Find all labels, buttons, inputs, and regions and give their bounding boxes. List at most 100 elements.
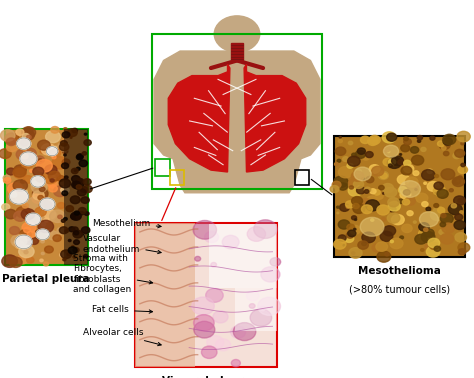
Circle shape — [3, 178, 11, 183]
Circle shape — [421, 147, 426, 152]
Bar — [64, 129, 88, 265]
Circle shape — [48, 169, 59, 178]
Circle shape — [19, 245, 34, 258]
Circle shape — [24, 227, 30, 233]
Circle shape — [356, 150, 365, 158]
Circle shape — [21, 158, 34, 168]
Circle shape — [371, 219, 374, 221]
Circle shape — [380, 173, 387, 178]
Circle shape — [48, 171, 61, 181]
Circle shape — [7, 168, 15, 175]
Circle shape — [258, 297, 281, 315]
Circle shape — [73, 240, 80, 245]
Bar — [209, 225, 277, 288]
Circle shape — [59, 227, 68, 234]
Circle shape — [71, 214, 78, 220]
Circle shape — [73, 231, 79, 235]
Circle shape — [398, 187, 407, 194]
Circle shape — [420, 249, 424, 251]
Circle shape — [435, 191, 440, 195]
Circle shape — [351, 225, 360, 232]
Circle shape — [52, 155, 56, 159]
Circle shape — [365, 152, 373, 158]
Circle shape — [58, 215, 62, 218]
Circle shape — [425, 243, 436, 251]
Bar — [135, 223, 195, 367]
Circle shape — [347, 156, 360, 166]
Circle shape — [377, 251, 391, 262]
Circle shape — [195, 256, 201, 261]
Circle shape — [71, 212, 81, 220]
Circle shape — [347, 163, 353, 168]
Circle shape — [59, 185, 67, 191]
Circle shape — [52, 156, 67, 169]
Circle shape — [388, 198, 399, 207]
Circle shape — [41, 253, 44, 255]
Circle shape — [250, 309, 272, 326]
Circle shape — [437, 189, 448, 198]
Circle shape — [427, 169, 433, 174]
Circle shape — [204, 231, 219, 243]
Circle shape — [458, 243, 470, 252]
Circle shape — [383, 145, 399, 157]
Circle shape — [61, 219, 65, 222]
Circle shape — [397, 175, 410, 184]
Circle shape — [76, 155, 83, 160]
Circle shape — [405, 197, 415, 205]
Circle shape — [83, 185, 92, 193]
Circle shape — [216, 339, 230, 351]
Circle shape — [41, 209, 56, 222]
Circle shape — [0, 130, 15, 141]
Circle shape — [461, 163, 465, 167]
Circle shape — [460, 211, 463, 214]
Circle shape — [76, 216, 80, 219]
Circle shape — [21, 139, 28, 146]
Circle shape — [334, 239, 346, 249]
Circle shape — [422, 201, 428, 207]
Circle shape — [22, 130, 34, 140]
Circle shape — [383, 147, 390, 152]
Circle shape — [66, 206, 73, 212]
Circle shape — [64, 217, 67, 220]
Circle shape — [24, 251, 28, 254]
Circle shape — [457, 131, 470, 142]
Circle shape — [454, 196, 465, 205]
Circle shape — [361, 198, 371, 207]
Circle shape — [73, 248, 79, 253]
Circle shape — [455, 214, 463, 220]
Circle shape — [434, 204, 438, 208]
Circle shape — [5, 209, 17, 219]
Circle shape — [440, 214, 453, 224]
Circle shape — [338, 139, 342, 143]
Circle shape — [62, 149, 68, 153]
Circle shape — [382, 132, 396, 143]
Bar — [170, 170, 184, 185]
Circle shape — [375, 193, 383, 199]
Circle shape — [416, 193, 428, 203]
Circle shape — [430, 136, 435, 140]
Circle shape — [430, 210, 444, 220]
Circle shape — [458, 249, 466, 255]
Circle shape — [352, 216, 356, 220]
Bar — [135, 223, 277, 367]
Circle shape — [50, 149, 61, 157]
Circle shape — [62, 159, 70, 165]
Circle shape — [351, 171, 364, 181]
Circle shape — [23, 238, 27, 240]
Circle shape — [383, 226, 396, 236]
Circle shape — [421, 231, 435, 242]
Circle shape — [352, 197, 363, 205]
Circle shape — [454, 220, 465, 229]
Circle shape — [38, 159, 42, 161]
Circle shape — [400, 181, 420, 197]
Circle shape — [40, 259, 43, 262]
Circle shape — [260, 306, 265, 311]
Circle shape — [72, 227, 78, 232]
Circle shape — [354, 180, 364, 188]
Circle shape — [387, 213, 400, 223]
Circle shape — [45, 165, 57, 175]
Circle shape — [44, 218, 49, 222]
Circle shape — [57, 203, 65, 209]
Circle shape — [358, 241, 368, 249]
Circle shape — [453, 178, 461, 184]
